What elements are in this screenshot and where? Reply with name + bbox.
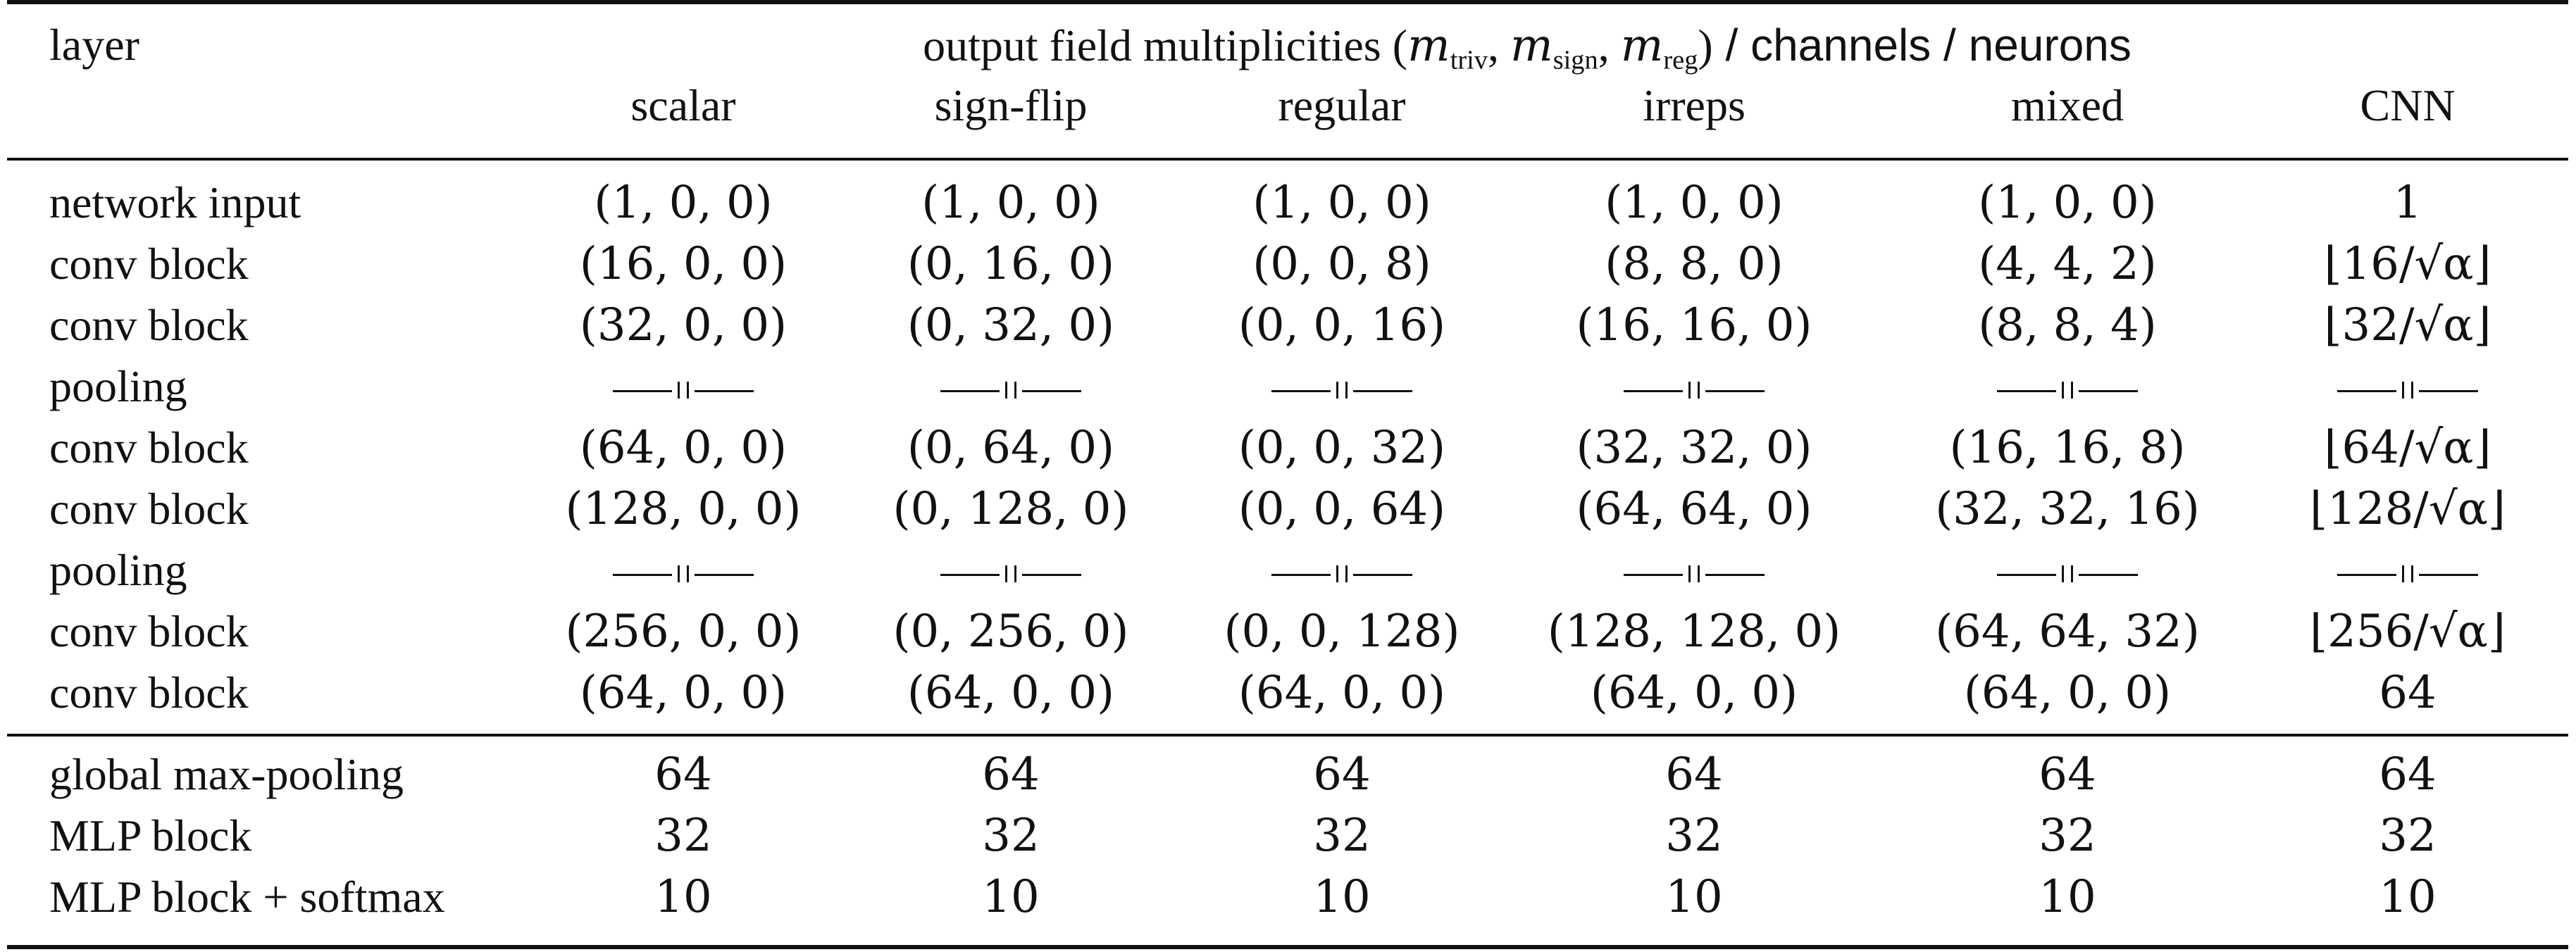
table-cell: (64, 0, 0)	[1963, 667, 2172, 719]
ditto-mark	[1997, 563, 2138, 584]
table-cell: 10	[2379, 871, 2437, 923]
table-cell: (256, 0, 0)	[565, 606, 802, 658]
table-cell: (0, 64, 0)	[907, 422, 1115, 474]
column-header-sign-flip: sign-flip	[934, 80, 1088, 130]
row-layer-label: conv block	[49, 606, 249, 656]
table-cell: 10	[1665, 871, 1723, 923]
row-layer-label: MLP block	[49, 810, 252, 860]
table-cell: (16, 0, 0)	[579, 238, 788, 290]
table-cell: (0, 0, 64)	[1238, 483, 1446, 535]
table-cell: (64, 0, 0)	[579, 667, 788, 719]
table-cell: (16, 16, 8)	[1949, 422, 2186, 474]
table-cell: ⌊64/√α⌋	[2324, 422, 2491, 474]
table-cell: (16, 16, 0)	[1576, 299, 1812, 351]
table-cell: 64	[654, 749, 712, 801]
ditto-mark	[940, 380, 1081, 401]
ditto-mark	[1624, 563, 1765, 584]
table-cell: (0, 0, 16)	[1238, 299, 1446, 351]
table-cell: (0, 32, 0)	[907, 299, 1115, 351]
table-cell: (0, 0, 32)	[1238, 422, 1446, 474]
table-cell: (0, 0, 128)	[1224, 606, 1460, 658]
table-cell: (32, 32, 0)	[1576, 422, 1812, 474]
table-cell: (8, 8, 4)	[1978, 299, 2157, 351]
table-cell: 32	[654, 810, 712, 862]
table-cell: (1, 0, 0)	[1605, 177, 1784, 229]
table-cell: ⌊256/√α⌋	[2310, 606, 2506, 658]
table-cell: (8, 8, 0)	[1605, 238, 1784, 290]
row-layer-label: conv block	[49, 239, 249, 289]
table-cell: 32	[2379, 810, 2437, 862]
table-cell: (0, 256, 0)	[892, 606, 1129, 658]
table-cell: (1, 0, 0)	[1252, 177, 1431, 229]
table-cell: 10	[654, 871, 712, 923]
architecture-table: layer output field multiplicities (mtriv…	[7, 0, 2568, 952]
column-header-irreps: irreps	[1643, 80, 1746, 130]
table-cell: (64, 0, 0)	[579, 422, 788, 474]
ditto-mark	[613, 563, 754, 584]
row-layer-label: global max-pooling	[49, 749, 404, 799]
ditto-mark	[1997, 380, 2138, 401]
table-cell: (4, 4, 2)	[1978, 238, 2157, 290]
column-header-scalar: scalar	[630, 80, 736, 130]
header-spanner: output field multiplicities (mtriv, msig…	[923, 20, 2132, 75]
table-cell: ⌊128/√α⌋	[2310, 483, 2506, 535]
table-cell: (64, 64, 32)	[1935, 606, 2200, 658]
table-cell: (1, 0, 0)	[594, 177, 773, 229]
ditto-mark	[1271, 380, 1412, 401]
ditto-mark	[1624, 380, 1765, 401]
table-cell: (64, 0, 0)	[1590, 667, 1798, 719]
table-cell: 32	[1313, 810, 1371, 862]
table-cell: 10	[2039, 871, 2096, 923]
table-cell: (64, 0, 0)	[1238, 667, 1446, 719]
table-cell: 32	[2039, 810, 2096, 862]
table-cell: 64	[1665, 749, 1723, 801]
table-cell: 64	[2379, 749, 2437, 801]
header-rule	[7, 158, 2568, 161]
row-layer-label: MLP block + softmax	[49, 872, 445, 922]
table-cell: 10	[1313, 871, 1371, 923]
table-cell: (0, 128, 0)	[892, 483, 1129, 535]
top-rule	[7, 0, 2568, 4]
row-layer-label: conv block	[49, 484, 249, 534]
ditto-mark	[940, 563, 1081, 584]
table-cell: 64	[982, 749, 1040, 801]
column-header-mixed: mixed	[2011, 80, 2124, 130]
table-cell: ⌊32/√α⌋	[2324, 299, 2491, 351]
row-layer-label: conv block	[49, 300, 249, 350]
row-layer-label: pooling	[49, 545, 187, 595]
table-cell: (1, 0, 0)	[921, 177, 1100, 229]
ditto-mark	[613, 380, 754, 401]
table-cell: 32	[982, 810, 1040, 862]
table-cell: 1	[2393, 177, 2422, 229]
table-cell: (128, 0, 0)	[565, 483, 802, 535]
table-cell: (128, 128, 0)	[1547, 606, 1841, 658]
column-header-regular: regular	[1278, 80, 1406, 130]
table-cell: (32, 32, 16)	[1935, 483, 2200, 535]
bottom-rule	[7, 945, 2568, 949]
ditto-mark	[1271, 563, 1412, 584]
row-layer-label: conv block	[49, 422, 249, 472]
table-cell: 64	[1313, 749, 1371, 801]
table-cell: 64	[2379, 667, 2437, 719]
mid-rule	[7, 734, 2568, 737]
table-cell: (0, 16, 0)	[907, 238, 1115, 290]
table-cell: (32, 0, 0)	[579, 299, 788, 351]
table-cell: 10	[982, 871, 1040, 923]
table-cell: (0, 0, 8)	[1252, 238, 1431, 290]
row-layer-label: network input	[49, 177, 301, 227]
header-layer: layer	[49, 20, 139, 70]
table-cell: 32	[1665, 810, 1723, 862]
table-cell: 64	[2039, 749, 2096, 801]
ditto-mark	[2337, 563, 2478, 584]
column-header-cnn: CNN	[2360, 80, 2456, 130]
table-cell: (64, 64, 0)	[1576, 483, 1812, 535]
row-layer-label: conv block	[49, 668, 249, 718]
ditto-mark	[2337, 380, 2478, 401]
table-cell: (1, 0, 0)	[1978, 177, 2157, 229]
table-cell: (64, 0, 0)	[907, 667, 1115, 719]
row-layer-label: pooling	[49, 361, 187, 411]
table-cell: ⌊16/√α⌋	[2324, 238, 2491, 290]
